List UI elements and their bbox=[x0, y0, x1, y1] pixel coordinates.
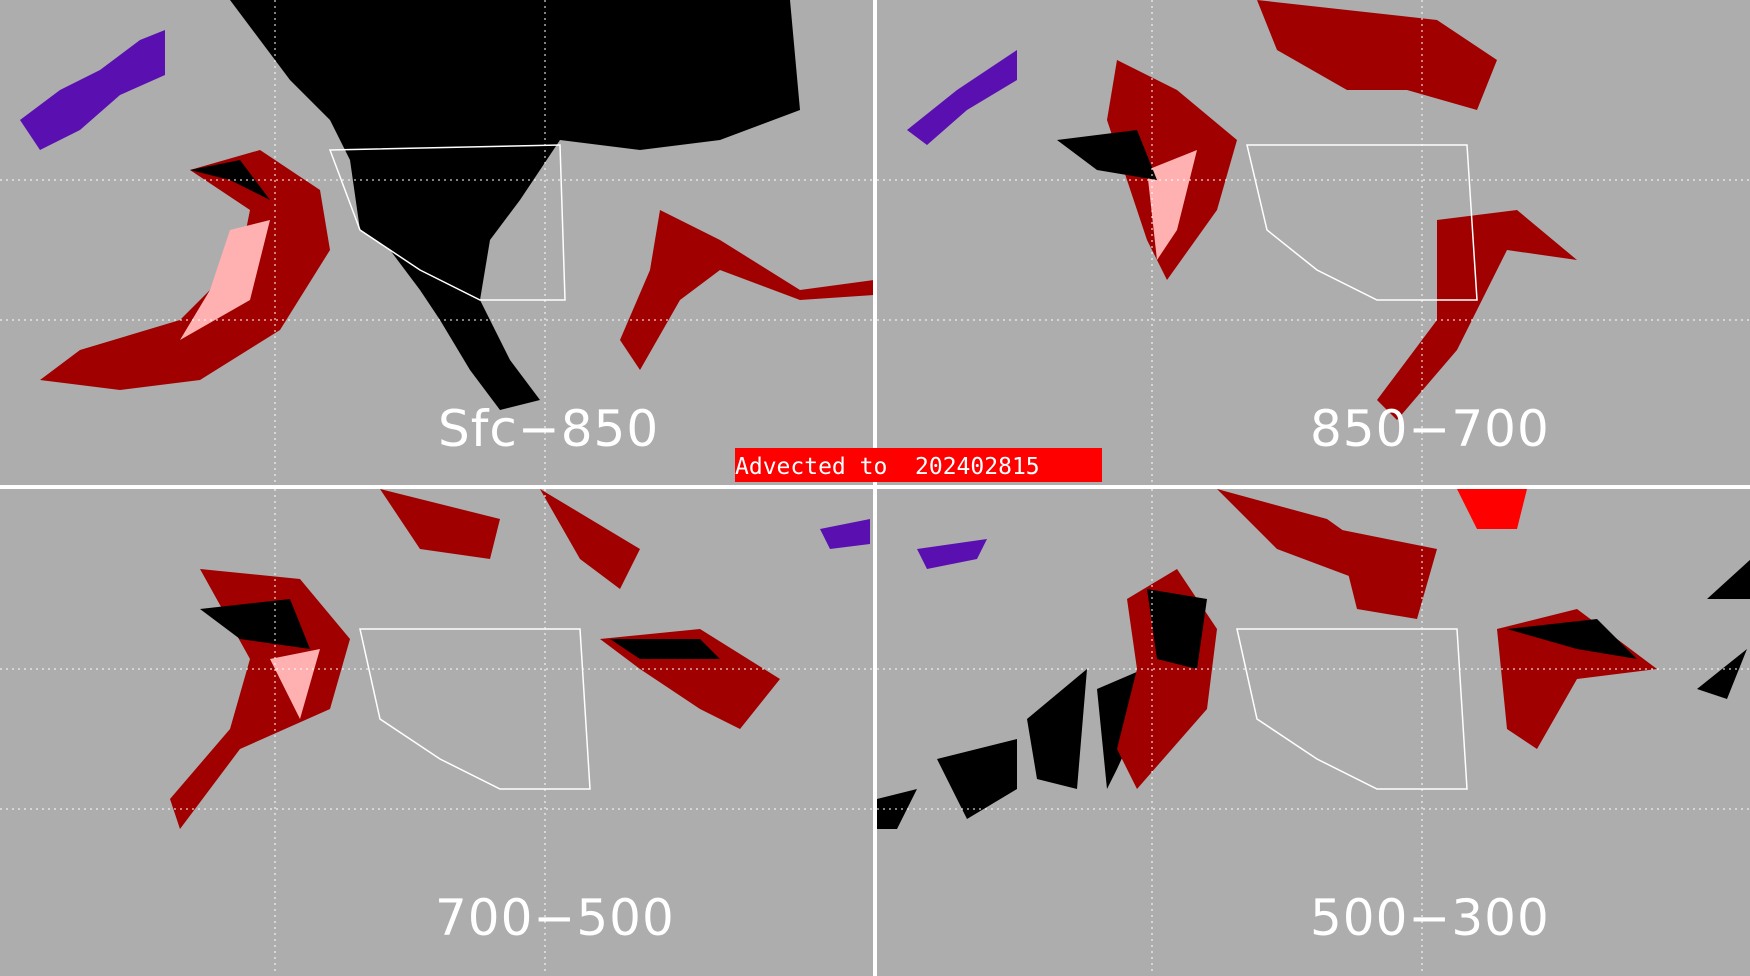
panel-label: Sfc−850 bbox=[438, 400, 660, 458]
panel-sfc-850: Sfc−850 bbox=[0, 0, 874, 486]
purple-patch bbox=[907, 50, 1017, 145]
purple-patch bbox=[20, 30, 165, 150]
red-plume bbox=[40, 150, 330, 390]
red-streak-east bbox=[1377, 210, 1577, 420]
map-500-300 bbox=[877, 489, 1750, 975]
purple-patch bbox=[820, 519, 870, 549]
bright-red-patch bbox=[1457, 489, 1527, 529]
red-plume bbox=[170, 569, 350, 829]
red-region-north bbox=[1217, 489, 1437, 619]
red-plume-east bbox=[620, 210, 874, 370]
black-region bbox=[230, 0, 800, 410]
map-850-700 bbox=[877, 0, 1750, 486]
panel-label: 850−700 bbox=[1310, 400, 1550, 458]
horizontal-divider bbox=[0, 485, 1750, 489]
advected-banner: Advected to 202402815 bbox=[735, 448, 1102, 482]
panel-label: 500−300 bbox=[1310, 889, 1550, 947]
panel-500-300: 500−300 bbox=[877, 489, 1750, 975]
black-wedges bbox=[877, 559, 1750, 829]
purple-patch bbox=[917, 539, 987, 569]
red-region-north bbox=[380, 489, 640, 589]
map-sfc-850 bbox=[0, 0, 874, 486]
map-700-500 bbox=[0, 489, 874, 975]
panel-700-500: 700−500 bbox=[0, 489, 874, 975]
panel-850-700: 850−700 bbox=[877, 0, 1750, 486]
red-region-north bbox=[1257, 0, 1497, 110]
panel-label: 700−500 bbox=[435, 889, 675, 947]
